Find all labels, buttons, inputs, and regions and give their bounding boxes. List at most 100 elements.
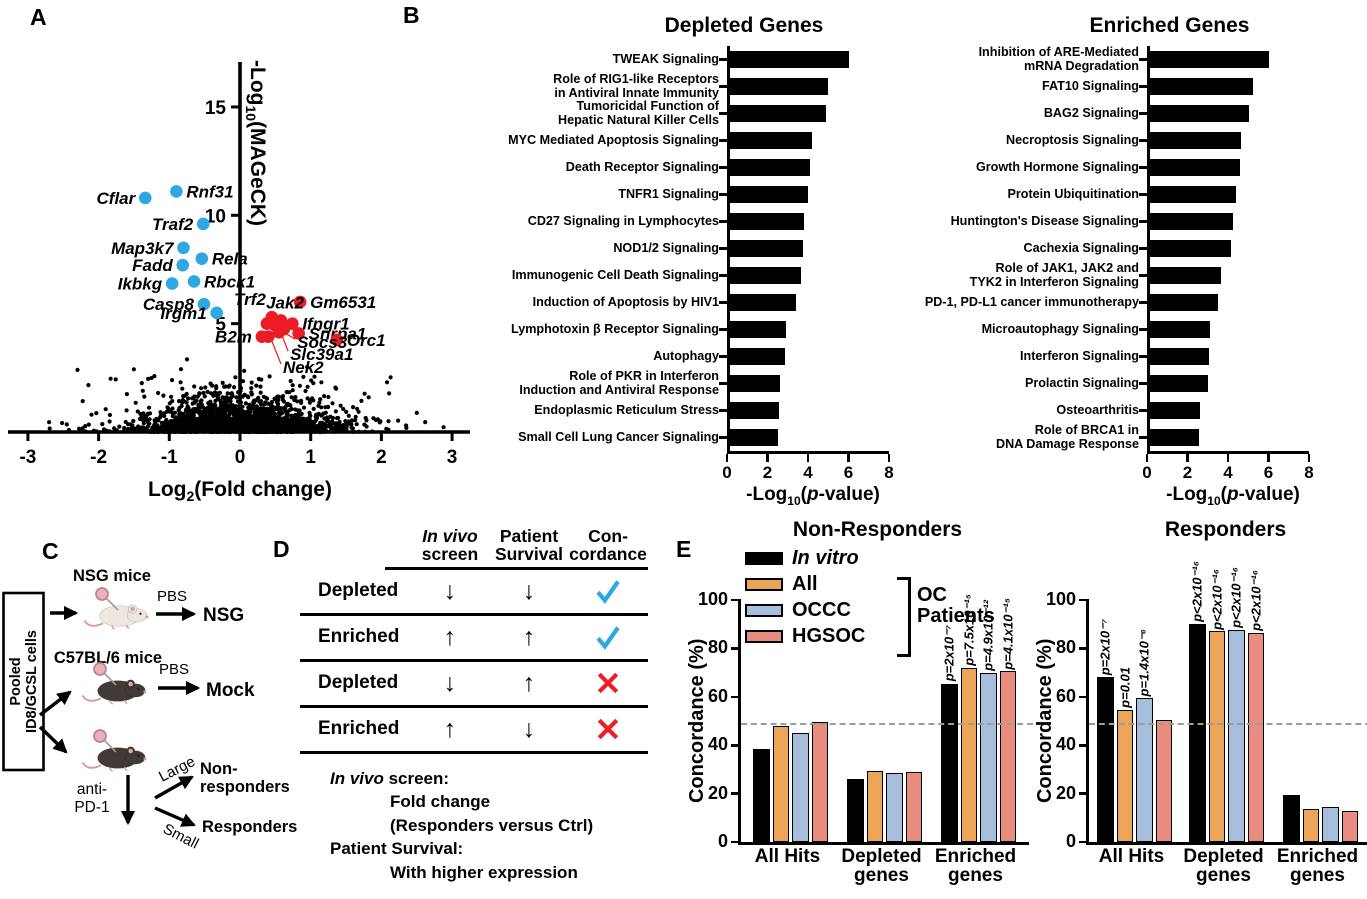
gene-point-traf2 (196, 217, 210, 231)
pathway-bar (730, 132, 812, 149)
pathway-label: Autophagy (653, 348, 719, 363)
bar-occc (886, 773, 903, 842)
arrow-large-tumor (154, 775, 194, 800)
pathway-label: Inhibition of ARE-Mediated mRNA Degradat… (978, 45, 1139, 73)
category-tick (1139, 112, 1147, 115)
legend-swatch-hgsoc (745, 629, 783, 643)
bar-area (1147, 208, 1312, 235)
pathway-label: CD27 Signaling in Lymphocytes (527, 213, 719, 228)
category-tick (1139, 139, 1147, 142)
pathway-bar (730, 240, 803, 257)
y-tick (1079, 792, 1089, 795)
gene-label-nek2: Nek2 (283, 358, 324, 377)
volcano-plot: -3 -2 -1 0 1 2 3 5 10 15 Log2(Fold change) -Log10(M… (8, 60, 470, 504)
y-tick-label: 40 (707, 734, 728, 755)
c57-mice-label: C57BL/6 mice (54, 649, 162, 667)
bar-group (753, 600, 828, 842)
pathway-label: Small Cell Lung Cancer Signaling (518, 429, 719, 444)
row-category-label: Enriched (318, 626, 400, 648)
p-value-label: p=4.1x10⁻¹⁵ (1000, 597, 1016, 670)
x-tick (725, 454, 729, 462)
gene-cloud (47, 357, 446, 435)
y-tick-label: 10 (205, 206, 226, 227)
bar-occc: p=1.4x10⁻⁶ (1136, 629, 1153, 842)
y-tick-label: 5 (215, 315, 226, 336)
y-tick (731, 647, 741, 650)
y-tick-label: 80 (1055, 637, 1076, 658)
x-tick-label: 2 (1182, 463, 1193, 482)
y-tick-label: 100 (1045, 589, 1076, 609)
bar-occc: p<2x10⁻¹⁶ (1228, 567, 1245, 842)
pathway-row: CD27 Signaling in Lymphocytes (482, 208, 918, 235)
pathway-bar (1150, 321, 1210, 338)
category-label: Depleted genes (1183, 846, 1264, 886)
gene-label-rbck1: Rbck1 (204, 272, 255, 291)
pathway-label: Growth Hormone Signaling (975, 159, 1139, 174)
depleted-genes-title: Depleted Genes (664, 14, 824, 37)
pathway-label: Necroptosis Signaling (1006, 132, 1139, 147)
bar-in-vitro: p=2x10⁻⁷ (1097, 619, 1114, 842)
gene-label-traf2: Traf2 (152, 215, 194, 234)
small-label: Small (160, 820, 201, 852)
pbs-label-1: PBS (157, 588, 187, 605)
pathway-bar (730, 267, 801, 284)
pathway-label: Endoplasmic Reticulum Stress (534, 402, 719, 417)
arrow-small-tumor (154, 806, 196, 827)
bar-group: p<2x10⁻¹⁶ p<2x10⁻¹⁶ p<2x10⁻¹⁶ p<2x10⁻¹⁶ (1189, 561, 1264, 842)
pathway-row: Lymphotoxin β Receptor Signaling (482, 316, 918, 343)
bar-hgsoc: p<2x10⁻¹⁶ (1247, 570, 1264, 842)
pathway-bar (1150, 159, 1241, 176)
in-vivo-screen-arrow-up: ↑ (443, 714, 457, 743)
x-tick-label: 2 (376, 447, 387, 468)
category-tick (719, 220, 727, 223)
category-tick (719, 328, 727, 331)
bar-area (727, 262, 892, 289)
non-responders-title: Non-Responders (792, 518, 963, 541)
fifty-percent-reference-line (1089, 722, 1367, 725)
gene-label-map3k7: Map3k7 (111, 239, 175, 258)
concordance-check-icon (568, 622, 648, 652)
x-tick (887, 454, 891, 462)
y-tick-label: 100 (697, 589, 728, 609)
pathway-bar (730, 402, 779, 419)
note-screen-detail1: Fold change (390, 792, 491, 812)
pathway-row: Role of RIG1-like Receptors in Antiviral… (482, 73, 918, 100)
category-tick (1139, 409, 1147, 412)
pathway-bar (730, 348, 785, 365)
pathway-row: Role of PKR in Interferon Induction and … (482, 370, 918, 397)
bar-hgsoc (1341, 810, 1358, 842)
x-tick (1226, 454, 1230, 462)
category-label: Enriched genes (934, 846, 1017, 886)
x-tick-label: 8 (1304, 463, 1314, 482)
pathway-row: Death Receptor Signaling (482, 154, 918, 181)
pooled-cells-label-line1: Pooled (8, 657, 24, 705)
bar-in-vitro: p<2x10⁻¹⁶ (1189, 561, 1206, 842)
table-notes: In vivo screen: Fold change (Responders … (300, 767, 648, 884)
col-patient-survival: Patient Survival (494, 526, 564, 564)
category-tick (1139, 382, 1147, 385)
bar-area (1147, 370, 1312, 397)
x-axis-label: Log2(Fold change) (148, 478, 332, 504)
row-category-label: Enriched (318, 718, 400, 740)
category-tick (1139, 301, 1147, 304)
bar-area (1147, 100, 1312, 127)
non-responders-plot: 0 20 40 60 80 100 p=2x10⁻⁷ p=7.5x10⁻¹⁵ p=4.9x10⁻… (698, 590, 1033, 850)
gene-label-rela: Rela (212, 250, 248, 269)
pathway-row: FAT10 Signaling (920, 73, 1365, 100)
concordance-check-icon (568, 576, 648, 606)
x-tick-label: 0 (1142, 463, 1152, 482)
pbs-label-2: PBS (159, 661, 189, 678)
category-tick (719, 382, 727, 385)
bar-all: p<2x10⁻¹⁶ (1208, 569, 1225, 842)
legend-item-occc: OCCC (745, 597, 865, 623)
bar-area (1147, 127, 1312, 154)
pathway-bar (1150, 375, 1208, 392)
pathway-row: TNFR1 Signaling (482, 181, 918, 208)
non-responders-chart: Non-Responders In vitro All OCCC HGSOC O… (660, 518, 1033, 893)
panel-label-b: B (403, 2, 420, 28)
pathway-label: PD-1, PD-L1 cancer immunotherapy (924, 294, 1139, 309)
x-tick-label: 2 (762, 463, 773, 482)
anti-pd1-label-line2: PD-1 (74, 799, 109, 816)
bar-in-vitro (847, 779, 864, 842)
